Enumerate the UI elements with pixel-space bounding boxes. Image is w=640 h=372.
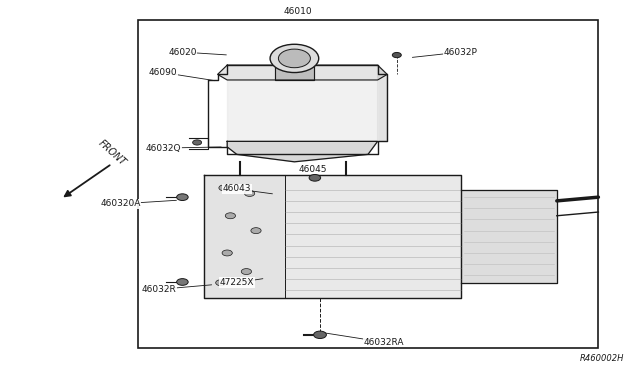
Circle shape (309, 174, 321, 181)
Circle shape (278, 49, 310, 68)
Polygon shape (227, 80, 378, 141)
Polygon shape (218, 65, 387, 80)
Text: R460002H: R460002H (580, 355, 624, 363)
Circle shape (392, 52, 401, 58)
Text: 46032P: 46032P (444, 48, 477, 57)
Text: 46090: 46090 (149, 68, 177, 77)
Polygon shape (461, 190, 557, 283)
Circle shape (241, 269, 252, 275)
Circle shape (225, 213, 236, 219)
Polygon shape (204, 175, 285, 298)
Text: 46043: 46043 (223, 185, 251, 193)
Circle shape (216, 280, 226, 286)
Circle shape (222, 250, 232, 256)
Text: 460320A: 460320A (100, 199, 141, 208)
Circle shape (251, 228, 261, 234)
Text: 46010: 46010 (284, 7, 312, 16)
Circle shape (270, 44, 319, 73)
Circle shape (314, 331, 326, 339)
Text: 46032R: 46032R (141, 285, 176, 294)
Circle shape (177, 194, 188, 201)
Circle shape (219, 185, 229, 191)
Polygon shape (378, 65, 387, 141)
Polygon shape (275, 65, 314, 80)
Bar (138, 20, 598, 348)
Text: 46045: 46045 (298, 165, 326, 174)
Text: FRONT: FRONT (96, 138, 128, 167)
Circle shape (193, 140, 202, 145)
Text: 47225X: 47225X (220, 278, 254, 287)
Polygon shape (204, 175, 461, 298)
Text: 46032RA: 46032RA (364, 338, 404, 347)
Polygon shape (227, 141, 378, 162)
Circle shape (244, 190, 255, 196)
Text: 46020: 46020 (168, 48, 196, 57)
Circle shape (177, 279, 188, 285)
Text: 46032Q: 46032Q (145, 144, 181, 153)
